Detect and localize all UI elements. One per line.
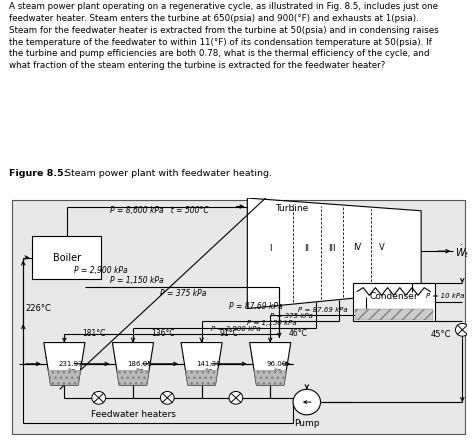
Text: P = 1,150 kPa: P = 1,150 kPa <box>247 320 297 326</box>
Text: Condenser: Condenser <box>369 292 418 301</box>
Text: P = 2,900 kPa: P = 2,900 kPa <box>211 326 260 332</box>
Polygon shape <box>250 343 291 385</box>
Circle shape <box>456 324 469 336</box>
Text: 91°C: 91°C <box>220 329 238 338</box>
Text: 46°C: 46°C <box>289 329 307 338</box>
Text: 96.00: 96.00 <box>267 361 287 367</box>
Text: Boiler: Boiler <box>53 253 81 263</box>
Text: I: I <box>269 244 272 253</box>
Text: 181°C: 181°C <box>82 329 106 338</box>
Polygon shape <box>117 370 149 385</box>
Text: 45°C: 45°C <box>430 330 451 339</box>
Text: V: V <box>379 243 385 252</box>
Circle shape <box>92 392 106 404</box>
Text: 186.05: 186.05 <box>128 361 152 367</box>
Text: Feedwater heaters: Feedwater heaters <box>91 410 175 419</box>
Text: A steam power plant operating on a regenerative cycle, as illustrated in Fig. 8.: A steam power plant operating on a regen… <box>9 2 439 70</box>
Text: 231.97: 231.97 <box>59 361 83 367</box>
Text: IV: IV <box>353 243 361 252</box>
Text: II: II <box>304 244 310 253</box>
FancyBboxPatch shape <box>12 200 465 434</box>
Polygon shape <box>181 343 222 385</box>
Text: Pump: Pump <box>294 419 319 428</box>
Text: P = 375 kPa: P = 375 kPa <box>270 313 313 319</box>
Circle shape <box>293 389 320 415</box>
Text: P = 87.69 kPa: P = 87.69 kPa <box>298 307 347 313</box>
FancyBboxPatch shape <box>32 236 101 279</box>
Text: 141.30: 141.30 <box>196 361 221 367</box>
Text: °C: °C <box>204 369 212 375</box>
Text: P = 2,900 kPa: P = 2,900 kPa <box>73 266 127 275</box>
Text: P = 87.69 kPa: P = 87.69 kPa <box>229 302 283 311</box>
FancyBboxPatch shape <box>353 283 435 321</box>
Text: °C: °C <box>67 369 75 375</box>
Text: 226°C: 226°C <box>26 304 51 313</box>
Text: P = 8,600 kPa   t = 500°C: P = 8,600 kPa t = 500°C <box>110 206 209 215</box>
Polygon shape <box>185 370 218 385</box>
Polygon shape <box>44 343 85 385</box>
Polygon shape <box>247 198 421 308</box>
Text: Steam power plant with feedwater heating.: Steam power plant with feedwater heating… <box>62 169 272 178</box>
Text: °C: °C <box>136 369 144 375</box>
Text: °C: °C <box>273 369 281 375</box>
Text: P = 375 kPa: P = 375 kPa <box>160 289 207 298</box>
Text: Turbine: Turbine <box>275 204 308 213</box>
Text: Figure 8.5:: Figure 8.5: <box>9 169 68 178</box>
Polygon shape <box>48 370 81 385</box>
Circle shape <box>160 392 174 404</box>
Polygon shape <box>254 370 286 385</box>
Text: 136°C: 136°C <box>151 329 175 338</box>
Text: P = 10 kPa: P = 10 kPa <box>426 293 464 299</box>
FancyBboxPatch shape <box>355 309 433 320</box>
Polygon shape <box>112 343 154 385</box>
Circle shape <box>229 392 243 404</box>
Text: P = 1,150 kPa: P = 1,150 kPa <box>110 276 164 285</box>
Text: $\dot{W}_t$: $\dot{W}_t$ <box>456 243 470 259</box>
Text: III: III <box>328 243 336 252</box>
